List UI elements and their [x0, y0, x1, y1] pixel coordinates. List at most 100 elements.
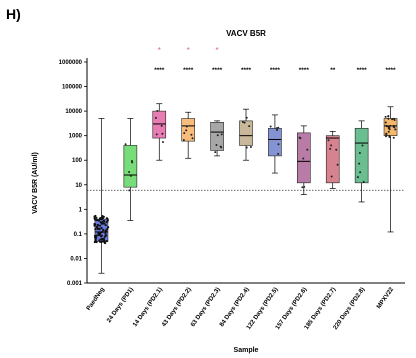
data-point: [131, 161, 134, 164]
data-point: [107, 226, 110, 229]
y-tick-label: 1000000: [59, 60, 83, 66]
data-point: [156, 109, 159, 112]
data-point: [93, 217, 96, 220]
data-point: [104, 234, 108, 237]
data-point: [269, 125, 272, 128]
data-point: [104, 224, 107, 227]
data-point: [183, 132, 186, 135]
data-point: [190, 133, 193, 136]
data-point: [102, 228, 105, 232]
data-point: [93, 236, 97, 239]
box-10: [383, 118, 398, 136]
box-1: [123, 145, 138, 188]
data-point: [245, 146, 248, 149]
data-point: [306, 148, 309, 151]
significance-marker: ****: [241, 67, 252, 74]
data-point: [330, 144, 333, 147]
data-point: [330, 175, 333, 178]
data-point: [276, 128, 279, 131]
data-point: [277, 126, 280, 129]
data-point: [298, 136, 301, 139]
data-point: [358, 162, 361, 165]
data-point: [385, 125, 388, 128]
box-2: [152, 110, 167, 139]
data-point: [95, 218, 99, 222]
data-point: [249, 145, 252, 148]
data-point: [97, 232, 100, 236]
data-point: [277, 143, 280, 146]
significance-marker: ****: [183, 67, 194, 74]
data-point: [185, 129, 188, 132]
significance-marker: ****: [385, 67, 396, 74]
data-point: [302, 157, 305, 160]
data-point: [155, 133, 158, 136]
data-point: [154, 116, 157, 119]
data-point: [392, 136, 395, 139]
x-tick-label: 185 Days (PD2.7): [303, 286, 337, 331]
box-5: [239, 120, 253, 146]
data-point: [394, 128, 397, 131]
x-tick-label: 84 Days (PD2.4): [218, 286, 250, 328]
data-point: [103, 222, 106, 225]
x-tick-label: 14 Days (PD2.1): [132, 286, 164, 328]
box-9: [354, 127, 369, 184]
x-tick-label: 24 Days (PD1): [106, 286, 135, 324]
data-point: [336, 163, 339, 166]
data-point: [214, 151, 217, 154]
significance-marker: ****: [270, 67, 281, 74]
data-point: [388, 135, 391, 138]
data-point: [361, 144, 364, 147]
data-point: [95, 225, 98, 229]
data-point: [161, 132, 164, 135]
data-point: [393, 126, 396, 129]
data-point: [98, 218, 102, 221]
data-point: [220, 133, 223, 136]
data-point: [385, 134, 388, 137]
data-point: [216, 134, 219, 137]
data-point: [243, 121, 246, 124]
data-point: [98, 239, 101, 242]
data-point: [102, 220, 105, 223]
data-point: [101, 230, 104, 234]
data-point: [356, 176, 359, 179]
data-point: [124, 143, 127, 146]
data-point: [245, 116, 248, 119]
data-point: [335, 148, 338, 151]
data-point: [362, 180, 365, 183]
data-point: [191, 137, 194, 140]
data-point: [104, 229, 108, 232]
data-point: [93, 223, 97, 226]
data-point: [388, 126, 391, 129]
data-point: [93, 240, 96, 244]
data-point: [105, 240, 108, 243]
data-point: [387, 117, 390, 120]
data-point: [185, 125, 188, 128]
y-axis-title: VACV B5R (AU/ml): [32, 152, 39, 214]
plot-area: 0.001 0.01 0.1 1 10 100 1000 10000 100000 1000000…: [59, 46, 405, 331]
data-point: [219, 145, 222, 148]
y-tick-label: 100000: [62, 85, 83, 91]
data-point: [106, 219, 109, 222]
y-tick-label: 0.1: [74, 232, 83, 238]
data-point: [389, 124, 392, 127]
x-tick-label: 43 Days (PD2.2): [160, 286, 192, 328]
data-point: [129, 174, 132, 177]
data-point: [100, 235, 103, 238]
data-point: [387, 130, 390, 133]
data-point: [99, 224, 102, 227]
data-point: [160, 124, 163, 127]
box-6: [268, 127, 282, 157]
x-tick-label: PaedNeg: [85, 286, 106, 312]
data-point: [248, 125, 251, 128]
data-point: [303, 185, 306, 188]
data-point: [101, 215, 104, 219]
data-point: [94, 239, 97, 242]
data-point: [384, 121, 387, 124]
x-tick-label: 63 Days (PD2.3): [189, 286, 221, 328]
data-point: [94, 214, 97, 218]
data-point: [393, 119, 396, 122]
significance-marker: ****: [357, 67, 368, 74]
data-point: [128, 171, 131, 174]
data-point: [384, 115, 387, 118]
